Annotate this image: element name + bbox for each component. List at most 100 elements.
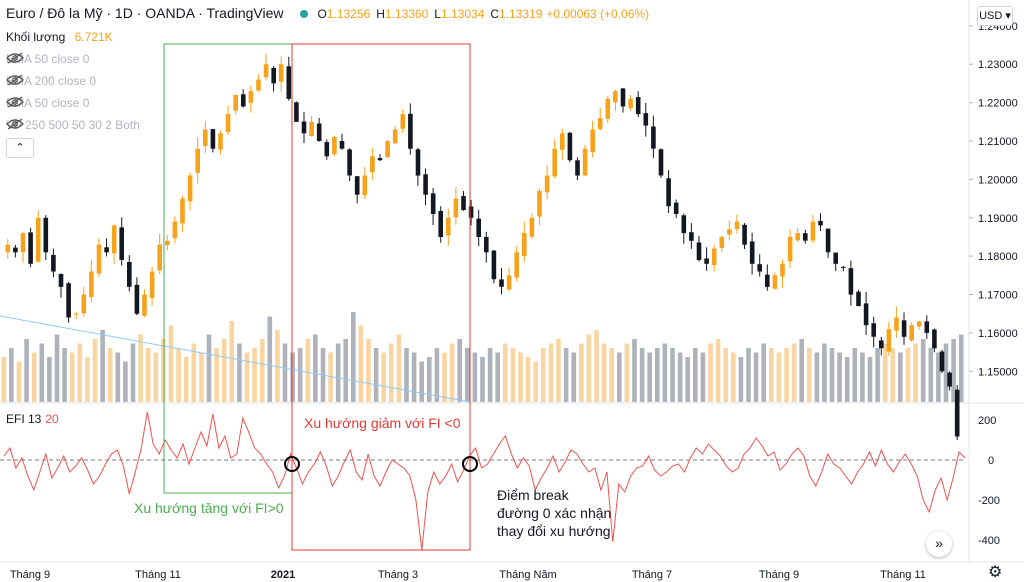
candle-body	[841, 266, 846, 268]
volume-bar	[290, 352, 295, 402]
candle-body	[370, 156, 375, 173]
volume-bar	[206, 334, 212, 402]
candle-body	[172, 221, 178, 239]
efi-value: 20	[45, 412, 59, 426]
time-tick-label: Tháng 9	[10, 569, 50, 581]
volume-legend[interactable]: Khối lượng 6.721K	[6, 30, 113, 44]
ohlc-value: 1.13319	[499, 7, 543, 21]
volume-bar	[731, 352, 736, 402]
indicator-volume-profile[interactable]: VP 250 500 50 30 2 Both	[6, 118, 148, 132]
candle-body	[833, 252, 838, 264]
volume-bar	[335, 343, 341, 402]
volume-bar	[449, 343, 455, 402]
candle-body	[613, 91, 618, 103]
volume-bar	[556, 339, 561, 402]
candle-body	[643, 113, 649, 126]
volume-bar	[723, 348, 728, 402]
volume-bar	[351, 312, 356, 402]
candle-body	[704, 258, 709, 264]
indicator-ema200[interactable]: EMA 200 close 0	[6, 74, 104, 88]
candle-body	[233, 94, 238, 111]
volume-bar	[860, 352, 865, 402]
trend-line	[0, 315, 471, 403]
volume-bar	[130, 343, 136, 402]
breakpoint-line: Điểm break	[497, 487, 569, 503]
breakpoint-annotation: Điểm break đường 0 xác nhận thay đổi xu …	[497, 486, 611, 540]
volume-bar	[176, 348, 181, 402]
volume-bar	[487, 348, 493, 402]
volume-bar	[632, 339, 637, 402]
volume-bar	[396, 334, 402, 402]
volume-bar	[579, 343, 584, 402]
scroll-to-realtime-button[interactable]: »	[926, 531, 952, 557]
candle-body	[886, 329, 892, 352]
candle-body	[180, 198, 185, 224]
candle-body	[354, 176, 360, 195]
candle-body	[210, 129, 216, 149]
volume-bar	[107, 348, 113, 402]
volume-bar	[647, 352, 652, 402]
volume-bar	[39, 343, 45, 402]
price-tick-label: 1.23000	[978, 59, 1018, 71]
candle-body	[749, 241, 755, 264]
volume-bar	[275, 330, 280, 402]
candle-body	[5, 244, 11, 253]
candle-body	[294, 102, 299, 122]
efi-legend[interactable]: EFI 13 20	[6, 412, 59, 426]
volume-bar	[191, 343, 197, 402]
volume-bar	[510, 348, 516, 402]
indicator-ema50[interactable]: EMA 50 close 0	[6, 52, 97, 66]
candle-body	[339, 141, 345, 149]
volume-bar	[601, 343, 607, 402]
volume-bar	[366, 339, 371, 402]
candle-body	[392, 129, 398, 144]
volume-bar	[100, 330, 105, 402]
volume-bar	[958, 334, 964, 402]
chart-header: Euro / Đô la Mỹ · 1D · OANDA · TradingVi…	[6, 5, 649, 21]
price-tick-label: 1.18000	[978, 251, 1018, 263]
candle-body	[939, 351, 945, 372]
candle-body	[635, 97, 641, 115]
candle-body	[408, 113, 413, 149]
collapse-legend-button[interactable]: ⌃	[6, 138, 34, 158]
volume-bar	[480, 357, 485, 402]
indicator-ema50-second[interactable]: EMA 50 close 0	[6, 96, 97, 110]
candle-body	[787, 236, 793, 262]
symbol-title[interactable]: Euro / Đô la Mỹ · 1D · OANDA · TradingVi…	[6, 5, 284, 21]
price-tick-label: 1.22000	[978, 98, 1018, 110]
candle-body	[157, 244, 162, 271]
time-tick-label: Tháng Năm	[499, 569, 556, 581]
time-tick-label: Tháng 3	[378, 569, 418, 581]
volume-bar	[913, 343, 918, 402]
volume-bar	[31, 352, 37, 402]
volume-bar	[715, 339, 721, 402]
candle-body	[856, 291, 861, 307]
volume-bar	[373, 348, 379, 402]
volume-bar	[472, 352, 478, 402]
volume-bar	[161, 339, 166, 402]
candle-body	[590, 129, 595, 153]
candle-body	[689, 232, 694, 241]
volume-bar	[92, 339, 98, 402]
candle-body	[757, 264, 762, 272]
candle-body	[863, 303, 869, 326]
candle-body	[575, 160, 580, 176]
volume-bar	[814, 352, 820, 402]
currency-selector[interactable]: USD ▾	[977, 6, 1013, 26]
candle-body	[537, 190, 542, 217]
volume-bar	[495, 352, 500, 402]
settings-gear-icon[interactable]: ⚙	[988, 564, 1003, 581]
candle-body	[810, 221, 816, 241]
candle-body	[696, 242, 702, 260]
double-chevron-right-icon: »	[935, 535, 943, 551]
candle-body	[560, 133, 565, 150]
volume-bar	[617, 352, 622, 402]
downtrend-box	[291, 43, 471, 551]
efi-tick-label: 0	[988, 455, 994, 467]
candle-body	[81, 294, 87, 314]
time-tick-label: Tháng 11	[880, 569, 926, 581]
candle-body	[765, 274, 770, 287]
candle-body	[142, 294, 147, 316]
candle-body	[742, 224, 747, 245]
